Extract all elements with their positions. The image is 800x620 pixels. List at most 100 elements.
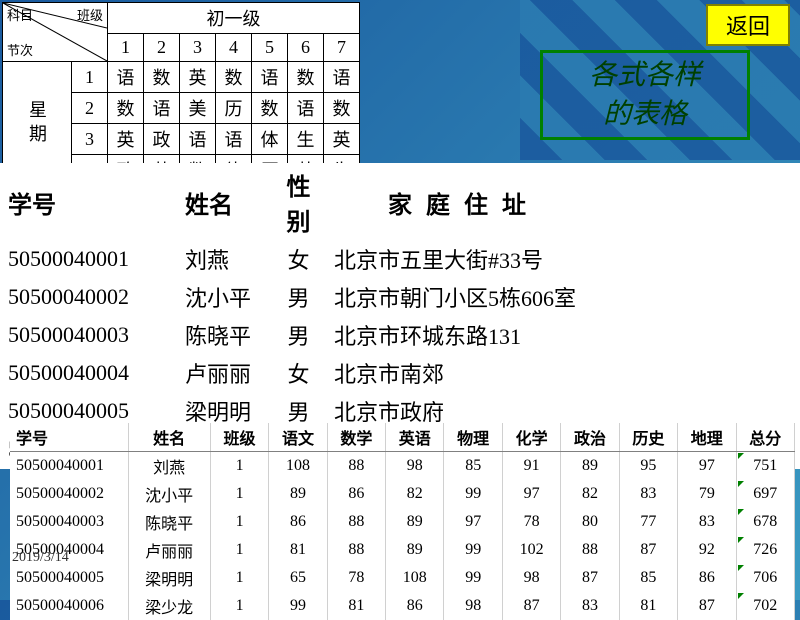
scores-cell: 88	[327, 452, 385, 481]
scores-cell: 99	[444, 480, 502, 508]
scores-cell: 86	[678, 564, 736, 592]
schedule-classnum-cell: 2	[144, 34, 180, 62]
schedule-subject-cell: 语	[324, 62, 360, 93]
schedule-subject-cell: 语	[252, 62, 288, 93]
scores-cell: 86	[327, 480, 385, 508]
scores-header-cell: 数学	[327, 423, 385, 452]
title-line2: 的表格	[603, 95, 687, 134]
roster-gender: 男	[271, 279, 326, 315]
scores-cell: 97	[444, 508, 502, 536]
scores-cell: 82	[561, 480, 619, 508]
scores-cell: 78	[502, 508, 560, 536]
schedule-classnum-cell: 1	[108, 34, 144, 62]
scores-row: 50500040003陈晓平18688899778807783678	[10, 508, 795, 536]
scores-cell: 91	[502, 452, 560, 481]
scores-row: 50500040004卢丽丽181888999102888792726	[10, 536, 795, 564]
schedule-subject-cell: 政	[144, 124, 180, 155]
scores-cell: 1	[210, 592, 268, 620]
scores-cell: 108	[386, 564, 444, 592]
scores-cell: 83	[619, 480, 677, 508]
diag-class-label: 班级	[77, 5, 103, 24]
date-overlay: 2019/3/14	[12, 550, 69, 566]
schedule-subject-cell: 数	[252, 93, 288, 124]
roster-name: 陈晓平	[179, 317, 269, 353]
roster-gender: 男	[271, 317, 326, 353]
scores-cell: 1	[210, 564, 268, 592]
return-button[interactable]: 返回	[706, 4, 790, 46]
roster-row: 50500040002沈小平男北京市朝门小区5栋606室	[2, 279, 798, 315]
roster-addr: 北京市朝门小区5栋606室	[328, 279, 798, 315]
roster-addr: 北京市五里大街#33号	[328, 241, 798, 277]
schedule-subject-cell: 数	[216, 62, 252, 93]
roster-name: 刘燕	[179, 241, 269, 277]
scores-cell: 刘燕	[128, 452, 210, 481]
scores-header-row: 学号姓名班级语文数学英语物理化学政治历史地理总分	[10, 423, 795, 452]
roster-header-addr: 家庭住址	[328, 165, 798, 239]
scores-cell: 697	[736, 480, 794, 508]
scores-cell: 1	[210, 452, 268, 481]
scores-table: 学号姓名班级语文数学英语物理化学政治历史地理总分 50500040001刘燕11…	[10, 423, 795, 620]
scores-cell: 98	[502, 564, 560, 592]
scores-cell: 梁少龙	[128, 592, 210, 620]
scores-cell: 726	[736, 536, 794, 564]
scores-cell: 80	[561, 508, 619, 536]
scores-cell: 98	[386, 452, 444, 481]
scores-cell: 82	[386, 480, 444, 508]
schedule-grade-header: 初一级	[108, 3, 360, 34]
schedule-subject-cell: 语	[144, 93, 180, 124]
scores-cell: 1	[210, 536, 268, 564]
roster-gender: 女	[271, 241, 326, 277]
schedule-classnum-cell: 7	[324, 34, 360, 62]
roster-gender: 女	[271, 355, 326, 391]
schedule-subject-cell: 数	[324, 93, 360, 124]
scores-cell: 87	[561, 564, 619, 592]
scores-header-cell: 物理	[444, 423, 502, 452]
scores-cell: 678	[736, 508, 794, 536]
scores-cell: 81	[269, 536, 327, 564]
scores-cell: 50500040002	[10, 480, 128, 508]
scores-cell: 50500040006	[10, 592, 128, 620]
scores-cell: 97	[502, 480, 560, 508]
roster-id: 50500040002	[2, 279, 177, 315]
scores-cell: 89	[269, 480, 327, 508]
scores-cell: 卢丽丽	[128, 536, 210, 564]
roster-addr: 北京市环城东路131	[328, 317, 798, 353]
scores-cell: 沈小平	[128, 480, 210, 508]
scores-cell: 95	[619, 452, 677, 481]
scores-header-cell: 总分	[736, 423, 794, 452]
schedule-subject-cell: 英	[180, 62, 216, 93]
scores-cell: 81	[327, 592, 385, 620]
scores-cell: 85	[444, 452, 502, 481]
schedule-subject-cell: 语	[288, 93, 324, 124]
schedule-period-cell: 1	[72, 62, 108, 93]
diag-period-label: 节次	[7, 40, 33, 59]
schedule-subject-cell: 历	[216, 93, 252, 124]
diag-subject-label: 科目	[7, 5, 33, 24]
scores-cell: 89	[386, 508, 444, 536]
schedule-classnum-cell: 6	[288, 34, 324, 62]
scores-cell: 78	[327, 564, 385, 592]
title-box: 各式各样 的表格	[540, 50, 750, 140]
scores-header-cell: 学号	[10, 423, 128, 452]
schedule-subject-cell: 体	[252, 124, 288, 155]
roster-id: 50500040004	[2, 355, 177, 391]
roster-header-gender: 性别	[271, 165, 326, 239]
scores-cell: 98	[444, 592, 502, 620]
roster-header-name: 姓名	[179, 165, 269, 239]
roster-row: 50500040001刘燕女北京市五里大街#33号	[2, 241, 798, 277]
schedule-subject-cell: 英	[108, 124, 144, 155]
roster-id: 50500040003	[2, 317, 177, 353]
scores-cell: 梁明明	[128, 564, 210, 592]
schedule-diag-header: 科目 班级 节次	[3, 3, 108, 62]
schedule-subject-cell: 生	[288, 124, 324, 155]
schedule-subject-cell: 语	[180, 124, 216, 155]
schedule-subject-cell: 英	[324, 124, 360, 155]
schedule-row: 星期1语数英数语数语	[3, 62, 360, 93]
scores-row: 50500040006梁少龙19981869887838187702	[10, 592, 795, 620]
schedule-classnum-cell: 4	[216, 34, 252, 62]
scores-header-cell: 英语	[386, 423, 444, 452]
scores-cell: 1	[210, 508, 268, 536]
scores-header-cell: 化学	[502, 423, 560, 452]
schedule-subject-cell: 语	[108, 62, 144, 93]
scores-cell: 86	[269, 508, 327, 536]
